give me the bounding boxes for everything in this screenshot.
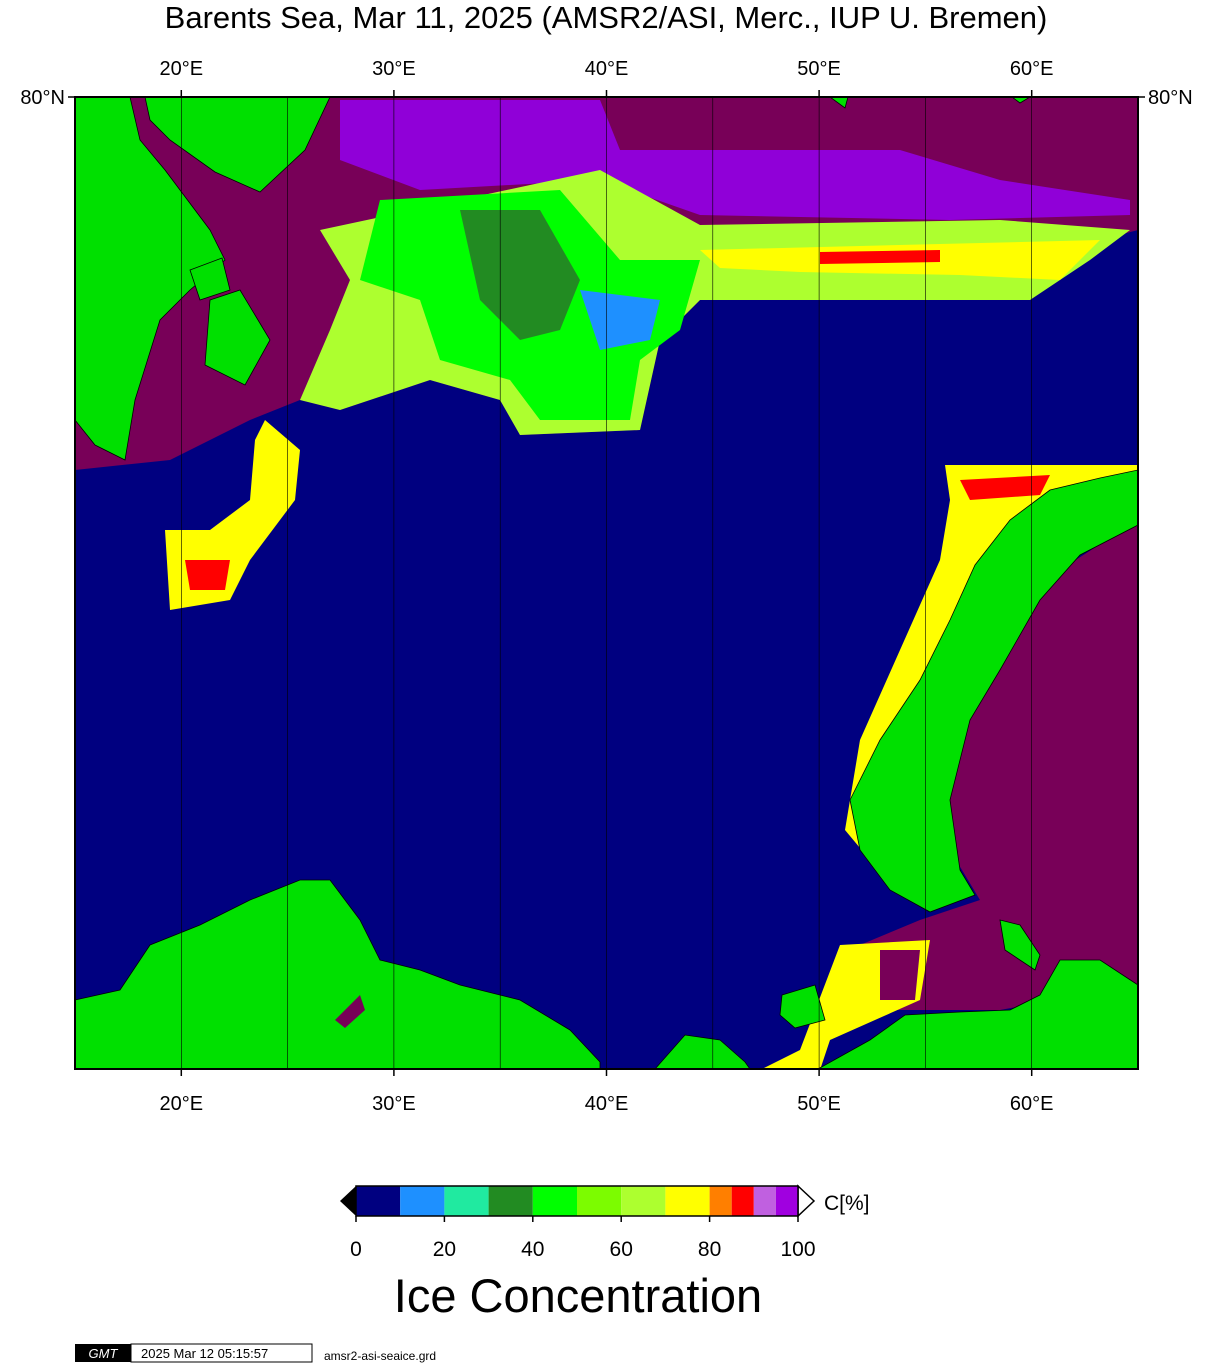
x-tick-label: 20°E bbox=[160, 1093, 204, 1115]
x-tick-label: 60°E bbox=[1010, 1093, 1054, 1115]
land bbox=[144, 97, 331, 193]
colorbar-under bbox=[340, 1186, 356, 1216]
colorbar-over bbox=[797, 1184, 816, 1218]
land bbox=[204, 289, 271, 386]
gmt-logo bbox=[75, 1344, 131, 1362]
ice-edge bbox=[580, 290, 660, 350]
land bbox=[75, 879, 601, 1069]
land bbox=[999, 919, 1041, 971]
pechora-ice-high bbox=[880, 950, 920, 1000]
map-title: Barents Sea, Mar 11, 2025 (AMSR2/ASI, Me… bbox=[165, 0, 1048, 35]
y-tick-label: 80°N bbox=[20, 87, 65, 109]
colorbar-tick-label: 80 bbox=[698, 1238, 721, 1261]
y-tick-label: 80°N bbox=[1148, 87, 1193, 109]
colorbar-segment bbox=[577, 1186, 622, 1216]
colorbar-segment bbox=[731, 1186, 754, 1216]
colorbar-segment bbox=[665, 1186, 710, 1216]
land bbox=[654, 1034, 751, 1069]
colorbar-tick-label: 0 bbox=[350, 1238, 362, 1261]
land bbox=[779, 984, 826, 1029]
colorbar-segment bbox=[444, 1186, 489, 1216]
land bbox=[75, 97, 226, 461]
ice-tongue-red bbox=[185, 560, 230, 590]
colorbar-segment bbox=[532, 1186, 577, 1216]
ice-red bbox=[820, 250, 940, 264]
colorbar-segment bbox=[621, 1186, 666, 1216]
colorbar-unit: C[%] bbox=[824, 1192, 870, 1215]
lake-ice bbox=[335, 995, 365, 1028]
colorbar-segment bbox=[356, 1186, 401, 1216]
kara-ice bbox=[860, 520, 1138, 1010]
land bbox=[189, 257, 231, 301]
ice-low bbox=[460, 210, 580, 340]
timestamp: 2025 Mar 12 05:15:57 bbox=[141, 1346, 268, 1361]
x-tick-label: 20°E bbox=[160, 58, 204, 80]
colorbar-tick-label: 60 bbox=[610, 1238, 633, 1261]
x-tick-label: 50°E bbox=[797, 58, 841, 80]
land bbox=[849, 469, 1138, 913]
x-tick-label: 30°E bbox=[372, 1093, 416, 1115]
colorbar-segment bbox=[753, 1186, 776, 1216]
file-name: amsr2-asi-seaice.grd bbox=[324, 1349, 436, 1363]
colorbar-segment bbox=[775, 1186, 798, 1216]
nz-ice-red bbox=[960, 475, 1050, 500]
land bbox=[1011, 97, 1031, 104]
land bbox=[829, 97, 849, 109]
x-tick-label: 60°E bbox=[1010, 58, 1054, 80]
colorbar-tick-label: 100 bbox=[780, 1238, 815, 1261]
ice-high bbox=[340, 100, 1130, 220]
x-tick-label: 30°E bbox=[372, 58, 416, 80]
x-tick-label: 50°E bbox=[797, 1093, 841, 1115]
x-tick-label: 40°E bbox=[585, 1093, 629, 1115]
axes: 20°E 20°E 30°E 30°E 40°E 40°E 50°E 50°E 60°E 60°E… bbox=[20, 58, 1192, 1115]
colorbar-segment bbox=[400, 1186, 445, 1216]
land bbox=[817, 959, 1138, 1069]
colorbar-title: Ice Concentration bbox=[394, 1269, 762, 1322]
colorbar-tick-label: 40 bbox=[521, 1238, 544, 1261]
x-tick-label: 40°E bbox=[585, 58, 629, 80]
colorbar-segment bbox=[488, 1186, 533, 1216]
colorbar-tick-label: 20 bbox=[433, 1238, 456, 1261]
timestamp-box bbox=[130, 1343, 313, 1363]
colorbar-frame bbox=[355, 1185, 799, 1217]
gmt-logo-text: GMT bbox=[89, 1346, 119, 1361]
colorbar-segment bbox=[709, 1186, 732, 1216]
colorbar: 0 20 40 60 80 100 bbox=[340, 1184, 816, 1261]
